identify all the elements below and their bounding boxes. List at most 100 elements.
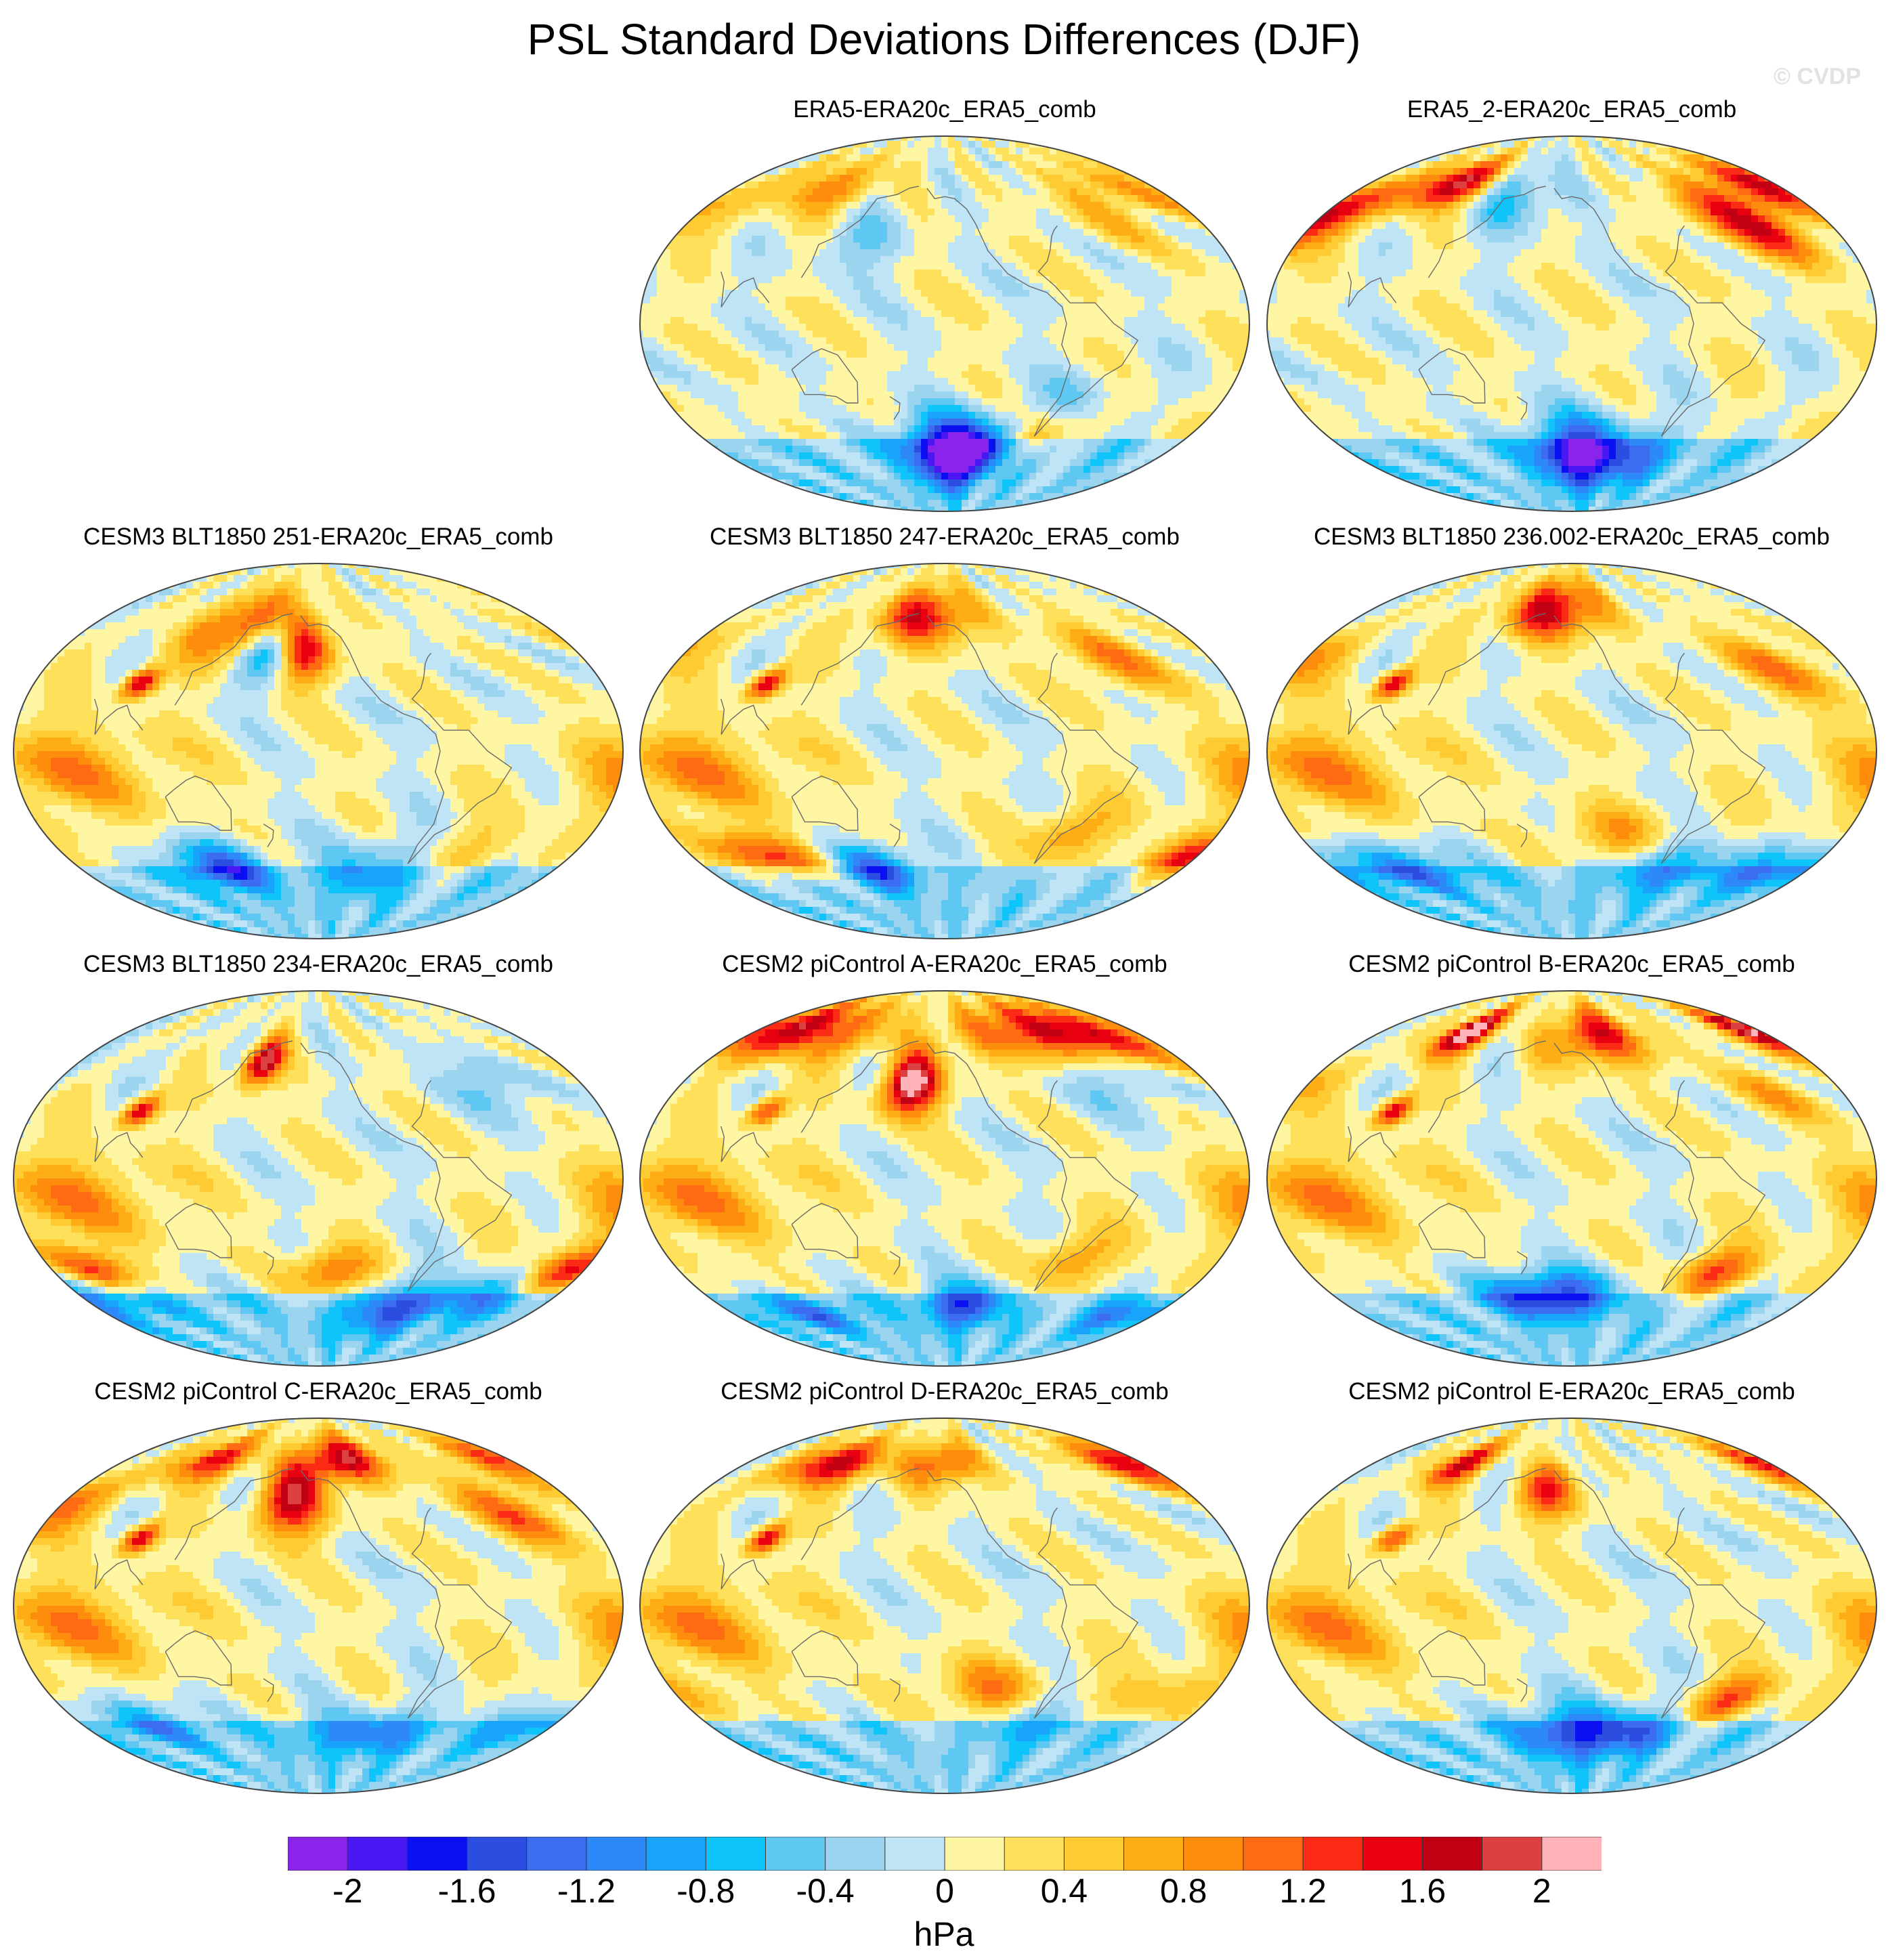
coastline: [1516, 1678, 1528, 1702]
coastline: [889, 1251, 901, 1275]
colorbar-tick-label: -0.8: [658, 1871, 753, 1911]
panel-title: CESM2 piControl A-ERA20c_ERA5_comb: [637, 950, 1253, 979]
global-map: [639, 135, 1250, 512]
map-border: [1266, 563, 1877, 939]
coastline: [791, 1203, 859, 1258]
panel-title: CESM3 BLT1850 236.002-ERA20c_ERA5_comb: [1264, 522, 1880, 552]
coastline: [926, 1042, 977, 1079]
colorbar-swatch: [288, 1837, 349, 1871]
coastline: [407, 652, 513, 864]
colorbar-swatch: [1362, 1837, 1423, 1871]
coastline: [263, 824, 274, 847]
coastline: [1553, 188, 1604, 224]
coastline: [1033, 1507, 1139, 1719]
colorbar-tick-label: 0.8: [1136, 1871, 1231, 1911]
coastline: [1553, 1470, 1604, 1506]
map-panel-p2: ERA5_2-ERA20c_ERA5_comb: [1264, 95, 1880, 528]
coastline: [348, 1078, 445, 1292]
colorbar-tick-label: -1.6: [420, 1871, 515, 1911]
colorbar-swatch: [825, 1837, 886, 1871]
coastline: [974, 1078, 1071, 1292]
colorbar-units: hPa: [876, 1914, 1012, 1955]
map-panel-p7: CESM2 piControl A-ERA20c_ERA5_comb: [637, 950, 1253, 1383]
colorbar-swatch: [1183, 1837, 1244, 1871]
coastline: [263, 1251, 274, 1275]
colorbar-tick-label: -0.4: [778, 1871, 873, 1911]
global-map: [639, 1418, 1250, 1794]
panel-title: CESM3 BLT1850 247-ERA20c_ERA5_comb: [637, 522, 1253, 552]
panel-title: CESM2 piControl B-ERA20c_ERA5_comb: [1264, 950, 1880, 979]
coastline: [721, 698, 770, 735]
map-panel-p4: CESM3 BLT1850 247-ERA20c_ERA5_comb: [637, 522, 1253, 956]
coastline: [1348, 1126, 1397, 1162]
colorbar-swatch: [347, 1837, 408, 1871]
map-border: [13, 1418, 624, 1794]
map-panel-p8: CESM2 piControl B-ERA20c_ERA5_comb: [1264, 950, 1880, 1383]
coastline: [165, 1630, 232, 1686]
colorbar-tick-label: 0: [897, 1871, 992, 1911]
coastline: [1602, 1078, 1698, 1292]
colorbar-swatch: [645, 1837, 707, 1871]
coastline: [1033, 1080, 1139, 1292]
coastline: [94, 1126, 144, 1162]
colorbar-tick-label: 0.4: [1016, 1871, 1111, 1911]
coastline: [407, 1507, 513, 1719]
panel-title: CESM2 piControl E-ERA20c_ERA5_comb: [1264, 1377, 1880, 1407]
panel-title: ERA5-ERA20c_ERA5_comb: [637, 95, 1253, 125]
coastline: [1553, 1042, 1604, 1079]
coastline: [721, 271, 770, 307]
map-panel-p5: CESM3 BLT1850 236.002-ERA20c_ERA5_comb: [1264, 522, 1880, 956]
map-border: [13, 990, 624, 1367]
coastline: [1660, 1507, 1766, 1719]
map-border: [1266, 1418, 1877, 1794]
coastline: [1553, 615, 1604, 652]
coastline: [1348, 271, 1397, 307]
coastline: [1418, 1630, 1486, 1686]
coastline: [348, 1506, 445, 1719]
coastline: [1602, 223, 1698, 437]
coastline: [1660, 652, 1766, 864]
map-border: [639, 563, 1250, 939]
colorbar-swatch: [705, 1837, 767, 1871]
panel-title: CESM2 piControl C-ERA20c_ERA5_comb: [10, 1377, 626, 1407]
cvdp-watermark: © CVDP: [1774, 64, 1861, 90]
coastline: [1660, 1080, 1766, 1292]
coastline: [1428, 613, 1546, 706]
coastline: [407, 1080, 513, 1292]
colorbar-tick-label: 1.2: [1256, 1871, 1350, 1911]
coastline: [1516, 1251, 1528, 1275]
global-map: [1266, 563, 1877, 939]
panel-title: CESM2 piControl D-ERA20c_ERA5_comb: [637, 1377, 1253, 1407]
global-map: [1266, 135, 1877, 512]
coastline: [165, 775, 232, 831]
coastline: [1602, 651, 1698, 864]
coastline: [1660, 225, 1766, 437]
panel-title: CESM3 BLT1850 234-ERA20c_ERA5_comb: [10, 950, 626, 979]
coastline: [1428, 1040, 1546, 1133]
colorbar-swatch: [526, 1837, 587, 1871]
coastline: [1428, 186, 1546, 278]
global-map: [13, 1418, 624, 1794]
coastline: [791, 775, 859, 831]
coastline: [94, 1553, 144, 1590]
coastline: [300, 1470, 350, 1506]
colorbar-swatch: [586, 1837, 647, 1871]
global-map: [13, 563, 624, 939]
map-border: [639, 990, 1250, 1367]
coastline: [300, 1042, 350, 1079]
map-panel-p11: CESM2 piControl E-ERA20c_ERA5_comb: [1264, 1377, 1880, 1810]
colorbar-tick-label: 1.6: [1375, 1871, 1469, 1911]
colorbar-tick-label: -2: [300, 1871, 395, 1911]
colorbar-swatch: [467, 1837, 528, 1871]
map-panel-p6: CESM3 BLT1850 234-ERA20c_ERA5_comb: [10, 950, 626, 1383]
colorbar-swatch: [406, 1837, 468, 1871]
coastline: [300, 615, 350, 652]
coastline: [791, 348, 859, 404]
colorbar-swatch: [1482, 1837, 1543, 1871]
map-border: [1266, 135, 1877, 512]
global-map: [13, 990, 624, 1367]
global-map: [1266, 990, 1877, 1367]
colorbar-swatch: [1123, 1837, 1184, 1871]
colorbar-swatch: [1541, 1837, 1602, 1871]
coastline: [174, 1468, 293, 1560]
